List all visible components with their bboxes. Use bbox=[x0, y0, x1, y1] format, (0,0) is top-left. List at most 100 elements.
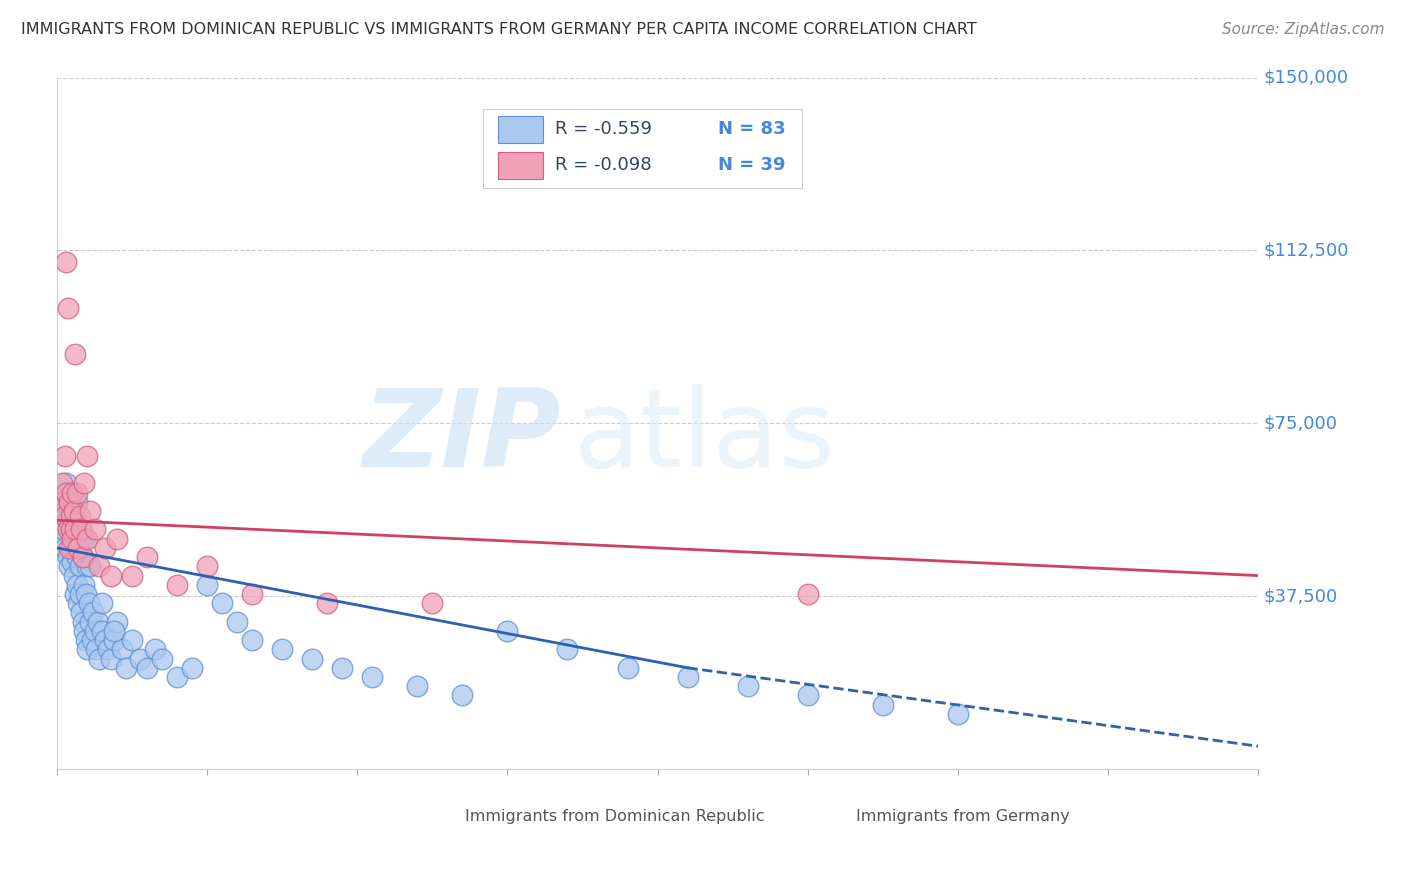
Point bbox=[86, 615, 108, 629]
Point bbox=[66, 495, 89, 509]
Point bbox=[70, 606, 93, 620]
Point bbox=[271, 642, 294, 657]
Point bbox=[121, 568, 143, 582]
Point bbox=[84, 642, 107, 657]
Point bbox=[91, 596, 114, 610]
Point bbox=[49, 508, 72, 523]
Point bbox=[53, 449, 76, 463]
Point bbox=[103, 633, 125, 648]
Point bbox=[53, 541, 76, 555]
Point bbox=[83, 523, 105, 537]
Bar bbox=[423, 809, 457, 824]
Point bbox=[100, 651, 122, 665]
Point bbox=[62, 568, 84, 582]
Point bbox=[63, 347, 86, 361]
Point bbox=[76, 532, 98, 546]
Point bbox=[76, 449, 98, 463]
Point bbox=[226, 615, 249, 629]
Point bbox=[77, 596, 100, 610]
Point bbox=[69, 559, 91, 574]
Point bbox=[66, 550, 89, 565]
Point bbox=[62, 508, 84, 523]
Point bbox=[79, 559, 101, 574]
Text: Immigrants from Germany: Immigrants from Germany bbox=[856, 809, 1070, 824]
Point bbox=[76, 559, 98, 574]
Point bbox=[796, 587, 818, 601]
Point bbox=[63, 523, 86, 537]
Point bbox=[60, 532, 83, 546]
Point bbox=[55, 255, 77, 269]
Point bbox=[70, 523, 93, 537]
Text: Source: ZipAtlas.com: Source: ZipAtlas.com bbox=[1222, 22, 1385, 37]
Point bbox=[316, 596, 339, 610]
Point bbox=[63, 587, 86, 601]
Point bbox=[128, 651, 150, 665]
Point bbox=[181, 661, 204, 675]
Text: R = -0.559: R = -0.559 bbox=[555, 120, 652, 138]
Point bbox=[75, 633, 97, 648]
Point bbox=[301, 651, 323, 665]
Point bbox=[69, 587, 91, 601]
Point bbox=[80, 633, 103, 648]
Point bbox=[105, 615, 128, 629]
Point bbox=[361, 670, 384, 684]
Point bbox=[62, 504, 84, 518]
Point bbox=[796, 689, 818, 703]
Point bbox=[56, 301, 79, 315]
Point bbox=[166, 670, 188, 684]
Point bbox=[53, 508, 76, 523]
Point bbox=[121, 633, 143, 648]
Text: $112,500: $112,500 bbox=[1264, 242, 1350, 260]
Point bbox=[737, 679, 759, 693]
Point bbox=[52, 495, 75, 509]
Point bbox=[52, 495, 75, 509]
Point bbox=[136, 550, 159, 565]
Bar bbox=[814, 809, 848, 824]
Point bbox=[136, 661, 159, 675]
Point bbox=[100, 568, 122, 582]
Point bbox=[58, 495, 80, 509]
Point bbox=[75, 587, 97, 601]
Point bbox=[59, 541, 82, 555]
Point bbox=[72, 550, 94, 565]
Point bbox=[946, 706, 969, 721]
Point bbox=[94, 633, 117, 648]
Point bbox=[97, 642, 120, 657]
Point bbox=[76, 642, 98, 657]
Point bbox=[59, 523, 82, 537]
Point bbox=[89, 651, 111, 665]
Point bbox=[240, 587, 263, 601]
Text: ZIP: ZIP bbox=[363, 384, 561, 491]
Point bbox=[58, 559, 80, 574]
Point bbox=[557, 642, 579, 657]
Point bbox=[211, 596, 233, 610]
Point bbox=[73, 578, 96, 592]
FancyBboxPatch shape bbox=[484, 109, 801, 188]
Point bbox=[70, 532, 93, 546]
Point bbox=[166, 578, 188, 592]
Point bbox=[56, 523, 79, 537]
Point bbox=[872, 698, 894, 712]
Point bbox=[56, 550, 79, 565]
Point bbox=[67, 541, 90, 555]
Point bbox=[73, 476, 96, 491]
Point bbox=[55, 504, 77, 518]
Point bbox=[51, 476, 73, 491]
Point bbox=[66, 578, 89, 592]
Point bbox=[150, 651, 173, 665]
Point bbox=[56, 513, 79, 527]
Point bbox=[676, 670, 699, 684]
Point bbox=[69, 508, 91, 523]
Text: $37,500: $37,500 bbox=[1264, 587, 1339, 606]
Point bbox=[105, 532, 128, 546]
Point bbox=[240, 633, 263, 648]
Point bbox=[60, 517, 83, 532]
Point bbox=[91, 624, 114, 638]
Point bbox=[73, 532, 96, 546]
Point bbox=[422, 596, 444, 610]
Point bbox=[330, 661, 353, 675]
Point bbox=[496, 624, 519, 638]
Point bbox=[58, 495, 80, 509]
Point bbox=[195, 578, 218, 592]
Point bbox=[195, 559, 218, 574]
